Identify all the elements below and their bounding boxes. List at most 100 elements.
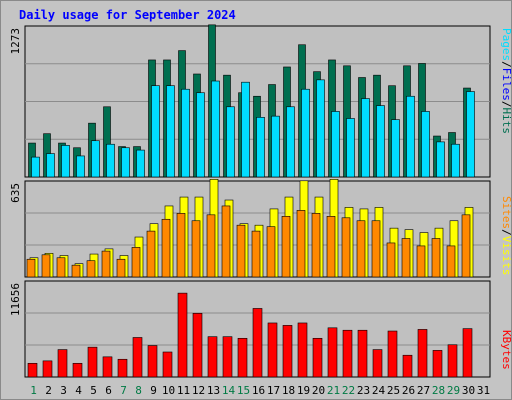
day-label: 13 [207, 384, 220, 397]
files-bar [346, 118, 355, 178]
sites-bar [431, 238, 441, 278]
files-bar [256, 117, 265, 178]
day-label: 28 [432, 384, 445, 397]
files-bar [241, 81, 250, 178]
kbytes-bar [102, 356, 113, 378]
files-bar [91, 140, 100, 178]
files-bar [361, 98, 370, 178]
files-bar [61, 145, 70, 178]
legend-hits-files-pages: Pages/Files/Hits [500, 28, 512, 134]
files-bar [226, 106, 235, 178]
max-label-1: 1273 [9, 28, 22, 55]
kbytes-bar [312, 337, 323, 378]
files-bar [136, 149, 145, 178]
day-label: 24 [372, 384, 386, 397]
day-label: 21 [327, 384, 340, 397]
day-label: 4 [75, 384, 82, 397]
files-bar [121, 147, 130, 178]
files-bar [46, 153, 55, 178]
sites-bar [146, 230, 156, 278]
files-bar [286, 106, 295, 178]
day-label: 31 [477, 384, 490, 397]
sites-bar [221, 205, 231, 278]
sites-bar [446, 245, 456, 278]
legend-visits-sites: Sites/Visits [500, 196, 512, 276]
files-bar [436, 141, 445, 178]
files-bar [376, 105, 385, 178]
legend-visits-sites-part: / [500, 229, 512, 236]
files-bar [301, 88, 310, 178]
files-bar [31, 156, 40, 178]
sites-bar [371, 220, 381, 278]
sites-bar [191, 220, 201, 278]
sites-bar [26, 258, 36, 278]
files-bar [466, 91, 475, 178]
sites-bar [206, 214, 216, 278]
chart-title: Daily usage for September 2024 [19, 8, 236, 22]
day-label: 12 [192, 384, 205, 397]
files-bar [166, 85, 175, 178]
sites-bar [416, 245, 426, 278]
kbytes-bar [147, 345, 158, 378]
sites-bar [101, 250, 111, 278]
files-bar [196, 92, 205, 178]
kbytes-bar [327, 327, 338, 378]
kbytes-bar [222, 336, 233, 378]
day-label: 8 [135, 384, 142, 397]
day-label: 11 [177, 384, 190, 397]
day-label: 19 [297, 384, 310, 397]
sites-bar [71, 264, 81, 278]
kbytes-bar [447, 344, 458, 378]
day-label: 15 [237, 384, 250, 397]
sites-bar [461, 214, 471, 278]
kbytes-bar [117, 358, 128, 378]
sites-bar [296, 210, 306, 278]
sites-bar [236, 224, 246, 278]
kbytes-bar [252, 308, 263, 378]
legend-visits-sites-part: Sites [500, 196, 512, 229]
files-bar [271, 115, 280, 178]
kbytes-bar [57, 349, 68, 378]
kbytes-bar [432, 350, 443, 378]
kbytes-bar [417, 329, 428, 378]
sites-bar [176, 213, 186, 278]
legend-hits-files-pages-part: Files [500, 68, 512, 101]
kbytes-bar [342, 329, 353, 378]
kbytes-bar [402, 354, 413, 378]
kbytes-bar [72, 362, 83, 378]
kbytes-bar [132, 337, 143, 378]
sites-bar [56, 257, 66, 278]
sites-bar [161, 218, 171, 278]
day-label: 16 [252, 384, 265, 397]
day-label: 18 [282, 384, 295, 397]
files-bar [451, 143, 460, 178]
day-label: 7 [120, 384, 127, 397]
day-label: 14 [222, 384, 236, 397]
day-label: 17 [267, 384, 280, 397]
max-label-3: 11656 [9, 283, 22, 316]
legend-visits-sites-part: Visits [500, 236, 512, 276]
sites-bar [41, 254, 51, 278]
kbytes-bar [177, 292, 188, 378]
day-label: 23 [357, 384, 370, 397]
sites-bar [281, 216, 291, 278]
kbytes-bar [162, 351, 173, 378]
sites-bar [386, 242, 396, 278]
files-bar [421, 111, 430, 178]
files-bar [406, 95, 415, 178]
sites-bar [251, 230, 261, 278]
kbytes-bar [372, 349, 383, 378]
day-label: 1 [30, 384, 37, 397]
day-label: 9 [150, 384, 157, 397]
kbytes-bar [387, 330, 398, 378]
day-label: 10 [162, 384, 175, 397]
day-label: 26 [402, 384, 415, 397]
day-label: 2 [45, 384, 52, 397]
legend-kbytes-part: KBytes [500, 330, 512, 370]
sites-bar [266, 226, 276, 278]
sites-bar [131, 247, 141, 278]
sites-bar [341, 217, 351, 278]
day-label: 25 [387, 384, 400, 397]
day-label: 3 [60, 384, 67, 397]
